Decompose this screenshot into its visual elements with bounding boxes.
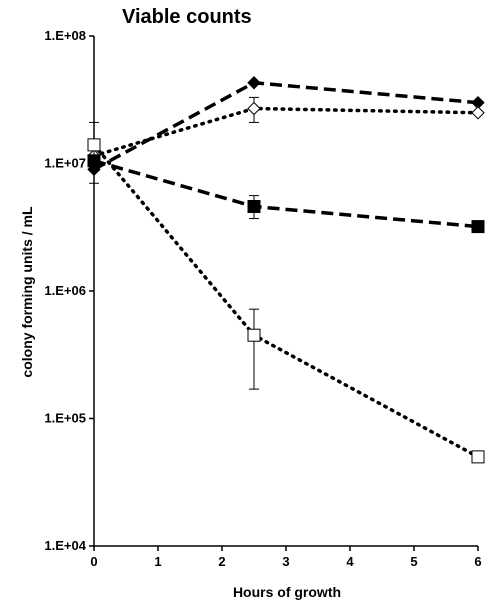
series-line <box>92 106 480 158</box>
series-line <box>92 143 480 459</box>
x-tick-label: 3 <box>282 554 289 569</box>
x-tick-label: 0 <box>90 554 97 569</box>
data-point <box>471 106 485 120</box>
y-tick-label: 1.E+05 <box>44 411 86 426</box>
y-tick-label: 1.E+04 <box>44 538 86 553</box>
x-tick-label: 6 <box>474 554 481 569</box>
x-tick-label: 5 <box>410 554 417 569</box>
data-point <box>247 76 261 90</box>
x-tick-label: 2 <box>218 554 225 569</box>
series-diamond-filled <box>87 76 485 177</box>
data-point <box>247 101 261 116</box>
series-diamond-open <box>87 96 485 163</box>
x-tick-label: 4 <box>346 554 354 569</box>
y-tick-label: 1.E+07 <box>44 156 86 171</box>
series-square-open <box>87 121 485 464</box>
series-line <box>93 80 479 171</box>
series-layer <box>87 76 485 464</box>
data-point <box>471 220 485 234</box>
x-tick-label: 1 <box>154 554 161 569</box>
data-point <box>247 199 261 213</box>
series-line <box>93 159 479 229</box>
y-tick-label: 1.E+06 <box>44 283 86 298</box>
data-point <box>87 138 101 152</box>
chart-title: Viable counts <box>122 6 252 28</box>
series-square-filled <box>87 154 485 234</box>
data-point <box>247 328 261 342</box>
data-point <box>471 450 485 464</box>
y-tick-label: 1.E+08 <box>44 28 86 43</box>
y-axis-label: colony forming units / mL <box>19 206 35 378</box>
axes: 1.E+04 1.E+05 1.E+06 1.E+07 1.E+08 0 1 2 3 4 5 6 <box>44 28 481 569</box>
x-axis-label: Hours of growth <box>233 584 341 600</box>
